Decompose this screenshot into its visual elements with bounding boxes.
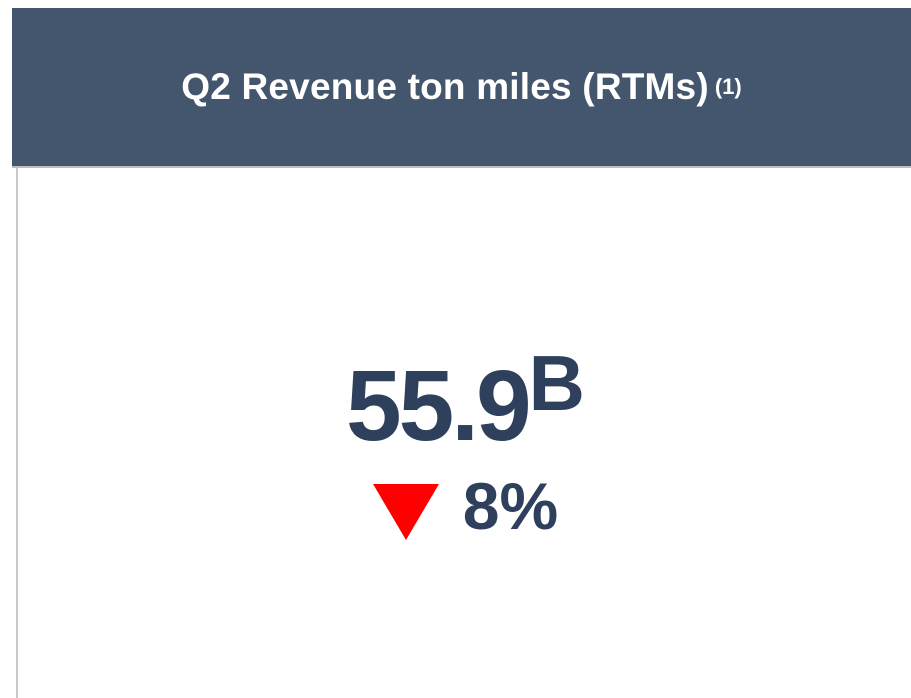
change-value: 8% [462,469,559,543]
card-title: Q2 Revenue ton miles (RTMs) [181,66,709,107]
change: 8% [18,468,911,544]
kpi-value: 55.9 [346,350,532,462]
footnote-marker: (1) [714,74,742,99]
down-arrow [372,483,439,540]
card-header: Q2 Revenue ton miles (RTMs) (1) [12,8,911,168]
kpi: 55.9B [18,338,911,464]
kpi-unit: B [528,339,585,427]
card-body: 55.9B 8% [16,168,911,698]
